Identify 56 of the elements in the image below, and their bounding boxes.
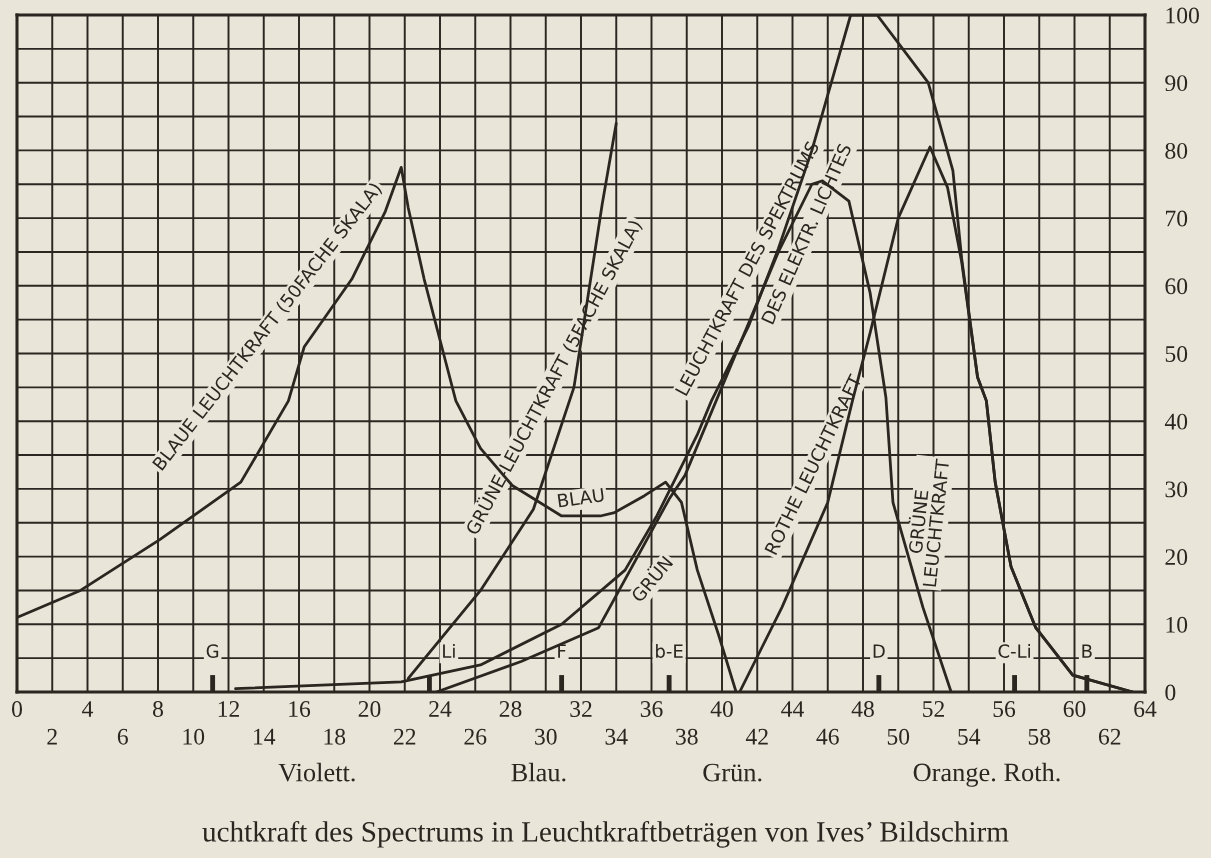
x2-tick-label: 38: [676, 728, 698, 745]
x2-tick-label: 58: [1028, 728, 1051, 745]
text: Orange. Roth.: [913, 762, 1060, 787]
x-tick-label: 52: [923, 701, 944, 717]
y-tick-label: 10: [1166, 616, 1188, 633]
x-tick-label: 24: [429, 701, 452, 717]
ref-line-label: B: [1082, 644, 1092, 658]
text: uchtkraft des Spectrums in Leuchtkraftbeträgen von Ives’ Bildschirm: [202, 820, 1009, 848]
text: Grün.: [703, 763, 762, 782]
x-tick-label: 8: [153, 701, 163, 717]
ref-line-label: D: [873, 644, 885, 658]
x2-tick-label: 6: [117, 728, 128, 745]
x2-tick-label: 42: [745, 728, 768, 745]
ref-line-label: C-Li: [998, 643, 1030, 658]
y-tick-label: 90: [1165, 75, 1188, 92]
x2-tick-label: 2: [47, 728, 57, 745]
y-tick-label: 80: [1165, 142, 1188, 159]
ref-line-label: Li: [443, 643, 455, 658]
x-tick-label: 48: [851, 701, 874, 717]
x-tick-label: 40: [710, 701, 733, 717]
x-tick-label: 16: [289, 701, 311, 717]
x2-tick-label: 34: [605, 728, 628, 745]
x-tick-label: 56: [993, 701, 1016, 717]
y-tick-label: 70: [1166, 210, 1188, 227]
y-tick-label: 0: [1165, 684, 1176, 701]
x-tick-label: 0: [12, 701, 22, 717]
x-tick-label: 64: [1134, 701, 1157, 717]
x2-tick-label: 26: [464, 728, 487, 745]
y-tick-label: 20: [1165, 549, 1188, 566]
y-tick-label: 60: [1165, 278, 1188, 295]
x2-tick-label: 22: [393, 728, 416, 745]
x2-tick-label: 46: [816, 728, 839, 745]
x2-tick-label: 50: [887, 728, 910, 745]
y-tick-label: 40: [1164, 413, 1188, 430]
x2-tick-label: 10: [183, 728, 205, 745]
annotation: GRÜNE LEUCHTKRAFT: [905, 458, 950, 587]
x-tick-label: 4: [82, 701, 94, 717]
x-tick-label: 60: [1063, 701, 1086, 717]
x-tick-label: 32: [570, 701, 592, 717]
x-tick-label: 44: [781, 701, 804, 717]
text: Violett.: [278, 762, 355, 782]
ref-line-label: G: [206, 644, 219, 658]
x-tick-label: 36: [640, 701, 663, 717]
y-tick-label: 30: [1165, 481, 1188, 498]
x2-tick-label: 54: [958, 728, 981, 745]
x2-tick-label: 62: [1098, 728, 1121, 745]
y-tick-label: 100: [1166, 7, 1199, 24]
ref-line-label: b-E: [656, 643, 683, 658]
x-tick-label: 20: [358, 701, 381, 717]
x2-tick-label: 14: [254, 728, 276, 745]
text: Blau.: [511, 762, 566, 782]
x-tick-label: 12: [218, 701, 239, 717]
x2-tick-label: 30: [535, 728, 557, 745]
y-tick-label: 50: [1165, 345, 1188, 362]
x-tick-label: 28: [499, 701, 522, 717]
x2-tick-label: 18: [324, 728, 346, 745]
